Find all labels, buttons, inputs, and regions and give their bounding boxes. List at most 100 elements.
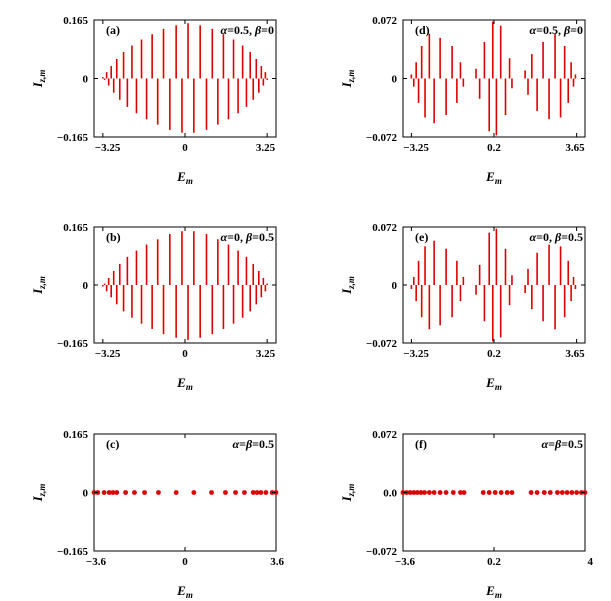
x-axis-subscript: m	[495, 590, 502, 600]
alpha-symbol: α	[530, 230, 537, 244]
beta-symbol: β	[554, 437, 562, 451]
x-tick-label: 3.25	[256, 348, 276, 360]
beta-symbol: β	[245, 437, 253, 451]
x-axis-subscript: m	[495, 382, 502, 392]
point-c-16	[250, 490, 256, 495]
x-axis-subscript: m	[495, 176, 502, 186]
y-tick-label: −0.165	[57, 546, 89, 558]
panel-label: (f)	[415, 437, 427, 451]
y-tick-label: 0	[392, 74, 398, 86]
point-c-14	[233, 490, 238, 495]
parameter-annotation: α=0.5, β=0	[221, 23, 274, 37]
y-axis-symbol: I	[339, 495, 354, 502]
x-tick-label: −3.25	[95, 348, 121, 360]
beta-value: =0.5	[561, 437, 583, 451]
point-f-17	[498, 490, 504, 495]
point-f-16	[492, 490, 498, 495]
x-tick-label: 3.25	[256, 142, 276, 154]
y-axis-symbol: I	[30, 288, 45, 295]
y-tick-label: −0.165	[57, 132, 89, 144]
x-axis-label: Em	[176, 375, 193, 392]
alpha-value: =0,	[536, 230, 555, 244]
alpha-symbol: α	[530, 23, 537, 37]
x-axis-label: Em	[485, 169, 502, 186]
y-tick-label: −0.072	[366, 546, 398, 558]
y-axis-subscript: z,m	[346, 276, 356, 290]
beta-symbol: β	[554, 230, 562, 244]
point-c-13	[223, 490, 228, 495]
x-axis-label: Em	[485, 375, 502, 392]
parameter-annotation: α=0.5, β=0	[530, 23, 583, 37]
parameter-annotation: α=0, β=0.5	[530, 230, 583, 244]
y-axis-symbol: I	[30, 495, 45, 502]
x-tick-label: 0.2	[487, 556, 501, 568]
x-axis-subscript: m	[186, 382, 193, 392]
x-tick-label: 3.6	[270, 556, 284, 568]
y-axis-subscript: z,m	[37, 484, 47, 498]
beta-value: =0.5	[252, 230, 274, 244]
point-c-8	[142, 490, 147, 495]
x-axis-subscript: m	[186, 176, 193, 186]
y-tick-label: −0.165	[57, 338, 89, 350]
point-f-7	[426, 490, 432, 495]
x-axis-symbol: E	[485, 583, 495, 598]
y-axis-subscript: z,m	[346, 484, 356, 498]
point-c-2	[101, 490, 107, 495]
point-f-21	[534, 490, 540, 495]
x-axis-label: Em	[176, 583, 193, 600]
beta-symbol: β	[254, 23, 262, 37]
point-c-9	[156, 490, 161, 495]
x-tick-label: 3.65	[565, 142, 585, 154]
point-f-12	[458, 490, 463, 495]
alpha-symbol: α	[221, 23, 228, 37]
point-f-14	[480, 490, 486, 495]
point-f-26	[564, 490, 570, 495]
x-tick-label: −3.25	[95, 142, 121, 154]
panel-label: (a)	[106, 23, 120, 37]
point-f-18	[504, 490, 510, 495]
point-f-20	[528, 490, 534, 495]
y-axis-label: Iz,m	[30, 276, 47, 295]
beta-value: =0	[261, 23, 274, 37]
x-axis-symbol: E	[176, 169, 186, 184]
plot-frame	[93, 19, 277, 138]
x-tick-label: 4	[588, 556, 594, 568]
point-f-19	[509, 490, 515, 495]
alpha-symbol: α	[542, 437, 549, 451]
parameter-annotation: α=β=0.5	[542, 437, 583, 451]
panel-label: (b)	[106, 230, 121, 244]
beta-value: =0.5	[561, 230, 583, 244]
point-c-18	[258, 490, 264, 495]
x-tick-label: 0	[182, 142, 188, 154]
y-tick-label: 0.072	[372, 15, 397, 27]
parameter-annotation: α=0, β=0.5	[221, 230, 274, 244]
y-axis-symbol: I	[339, 81, 354, 88]
y-tick-label: 0.072	[372, 222, 397, 234]
panel-label: (d)	[415, 23, 430, 37]
y-tick-label: 0.165	[63, 222, 88, 234]
point-c-12	[209, 490, 214, 495]
y-axis-symbol: I	[339, 288, 354, 295]
y-tick-label: 0	[83, 280, 89, 292]
x-axis-symbol: E	[176, 375, 186, 390]
point-f-3	[411, 490, 417, 495]
panel-d: −3.25 0.2 3.65 0.072 0 −0.072 (d) α=0.5, β=0 Em I…	[339, 15, 586, 186]
x-tick-label: 0.2	[487, 142, 501, 154]
point-f-5	[418, 490, 424, 495]
y-tick-label: −0.072	[366, 132, 398, 144]
point-f-22	[541, 490, 547, 495]
y-tick-label: 0	[83, 488, 89, 500]
alpha-value: =0.5,	[227, 23, 255, 37]
point-f-4	[414, 490, 420, 495]
panel-label: (e)	[415, 230, 428, 244]
panel-f: −3.6 0.2 4 0.072 0.0 −0.072 (f) α=β=0.5 Em Iz,m	[339, 429, 594, 600]
point-f-6	[422, 490, 427, 495]
x-tick-label: −3.25	[403, 142, 429, 154]
y-axis-label: Iz,m	[339, 70, 356, 89]
parameter-annotation: α=β=0.5	[233, 437, 274, 451]
plot-frame	[402, 226, 586, 344]
x-tick-label: 0	[182, 556, 188, 568]
point-f-25	[559, 490, 565, 495]
beta-symbol: β	[245, 230, 253, 244]
